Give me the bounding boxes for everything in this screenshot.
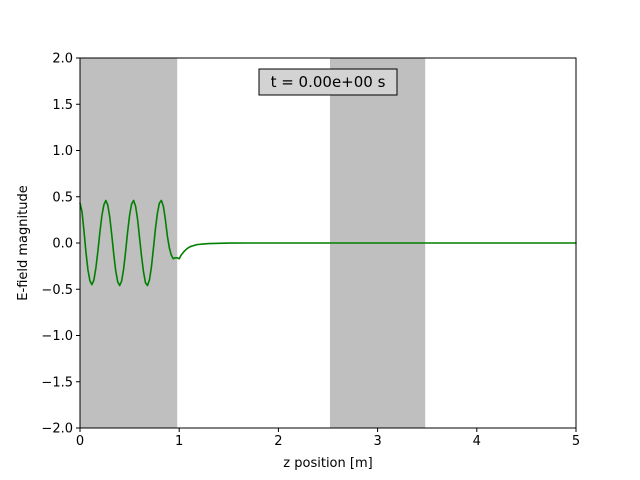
y-tick-label: −1.5 <box>41 375 73 390</box>
y-tick-label: 1.5 <box>52 98 73 113</box>
time-annotation-box <box>258 68 398 96</box>
shaded-region-1 <box>80 58 178 428</box>
y-tick-label: −0.5 <box>41 283 73 298</box>
y-tick-label: 2.0 <box>52 52 73 67</box>
x-axis-label: z position [m] <box>283 456 372 471</box>
series-layer <box>79 199 577 287</box>
x-tick-label: 3 <box>373 434 381 449</box>
y-tick-label: −2.0 <box>41 422 73 437</box>
x-tick-label: 2 <box>274 434 282 449</box>
y-axis-label: E-field magnitude <box>16 185 31 300</box>
time-annotation-text: t = 0.00e+00 s <box>271 73 386 91</box>
series-line-1 <box>79 199 577 287</box>
x-tick-label: 5 <box>572 434 580 449</box>
y-tick-label: 0.0 <box>52 237 73 252</box>
x-tick-label: 1 <box>175 434 183 449</box>
y-tick-label: 0.5 <box>52 190 73 205</box>
y-tick-label: 1.0 <box>52 144 73 159</box>
time-annotation: t = 0.00e+00 s <box>258 68 398 96</box>
y-tick-label: −1.0 <box>41 329 73 344</box>
y-axis-ticks: −2.0 −1.5 −1.0 −0.5 0.0 0.5 1.0 1.5 2.0 <box>41 52 80 437</box>
x-tick-label: 4 <box>473 434 481 449</box>
x-axis-ticks: 0 1 2 3 4 5 <box>76 428 580 449</box>
x-tick-label: 0 <box>76 434 84 449</box>
